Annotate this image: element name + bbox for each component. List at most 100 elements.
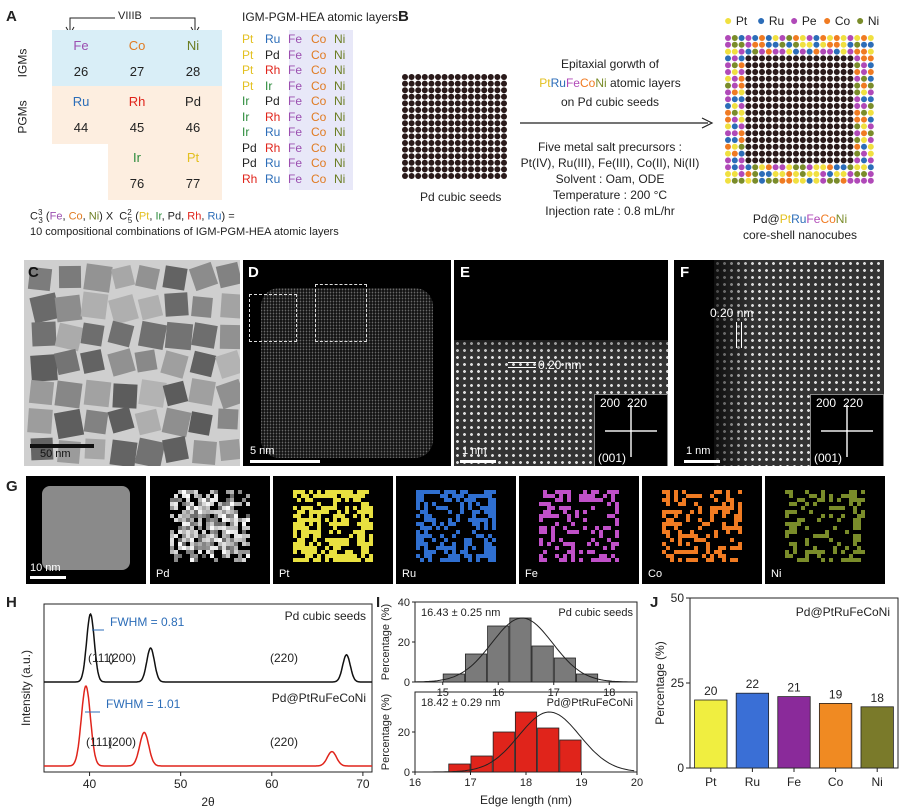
pd-atom	[481, 74, 488, 80]
shell-atom	[779, 177, 786, 184]
eds-pixel	[230, 490, 234, 494]
core-atom	[793, 96, 799, 103]
eds-pixel	[674, 510, 678, 514]
pd-atom	[402, 80, 408, 87]
eds-pixel	[611, 546, 615, 550]
eds-pixel	[341, 542, 345, 546]
pd-atom	[454, 166, 461, 173]
eds-pixel	[480, 554, 484, 558]
core-atom	[772, 150, 779, 157]
layers-bg-igm	[289, 30, 353, 190]
core-atom	[745, 55, 752, 62]
eds-pixel	[301, 534, 305, 538]
pd-atom	[421, 74, 428, 80]
eds-pixel	[857, 546, 861, 550]
eds-pixel	[853, 538, 857, 542]
eds-pixel	[432, 550, 436, 554]
eds-pixel	[837, 542, 841, 546]
eds-pixel	[785, 554, 789, 558]
eds-map-pd: Pd	[150, 476, 270, 584]
pd-atom	[474, 133, 481, 140]
bar-ru	[735, 692, 770, 769]
eds-pixel	[214, 538, 218, 542]
eds-pixel	[793, 550, 797, 554]
core-atom	[765, 137, 772, 143]
eds-pixel	[488, 498, 492, 502]
eds-pixel	[670, 554, 674, 558]
eds-pixel	[238, 550, 242, 554]
core-atom	[833, 96, 840, 103]
shell-atom	[786, 35, 793, 41]
panel-label-e: E	[460, 264, 471, 281]
pd-atom	[435, 120, 441, 127]
bar-value-label: 20	[704, 684, 718, 698]
shell-atom	[854, 48, 861, 55]
eds-pixel	[543, 502, 547, 506]
eds-pixel	[714, 498, 718, 502]
eds-pixel	[793, 546, 797, 550]
core-atom	[820, 69, 827, 75]
eds-pixel	[690, 494, 694, 498]
eds-pixel	[603, 526, 607, 530]
panel-label-h: H	[6, 594, 17, 611]
eds-pixel	[349, 494, 353, 498]
eds-pixel	[238, 558, 242, 562]
eds-pixel	[206, 522, 210, 526]
y-tick-label: 20	[398, 727, 410, 739]
eds-pixel	[575, 510, 579, 514]
eds-pixel	[841, 514, 845, 518]
eds-pixel	[214, 546, 218, 550]
core-atom	[793, 109, 799, 116]
shell-atom	[731, 96, 738, 103]
pd-atom	[415, 113, 422, 120]
x-tick-label: 19	[575, 777, 587, 789]
eds-pixel	[329, 550, 333, 554]
core-atom	[765, 157, 772, 164]
shell-atom	[833, 41, 840, 48]
pd-atom	[441, 173, 448, 179]
eds-pixel	[662, 510, 666, 514]
eds-pixel	[595, 526, 599, 530]
eds-pixel	[809, 494, 813, 498]
core-atom	[793, 62, 799, 69]
eds-pixel	[353, 498, 357, 502]
eds-pixel	[353, 514, 357, 518]
eds-pixel	[301, 518, 305, 522]
core-atom	[772, 89, 779, 96]
pd-atom	[501, 126, 507, 133]
eds-pixel	[178, 538, 182, 542]
eds-pixel	[301, 522, 305, 526]
eds-pixel	[210, 526, 214, 530]
core-atom	[833, 109, 840, 116]
eds-pixel	[238, 554, 242, 558]
eds-pixel	[559, 494, 563, 498]
layer-element: Fe	[288, 32, 303, 46]
eds-pixel	[726, 510, 730, 514]
pd-atom	[454, 87, 461, 94]
core-atom	[833, 55, 840, 62]
pd-atom	[501, 159, 507, 166]
eds-pixel	[853, 506, 857, 510]
eds-pixel	[785, 550, 789, 554]
pd-atom	[468, 100, 474, 107]
eds-pixel	[428, 518, 432, 522]
eds-pixel	[488, 490, 492, 494]
pd-atom	[408, 113, 415, 120]
fft-inset-e	[594, 394, 668, 466]
eds-pixel	[246, 534, 250, 538]
eds-pixel	[829, 494, 833, 498]
pd-atom	[461, 113, 468, 120]
eds-pixel	[186, 506, 190, 510]
pd-atom	[481, 159, 488, 166]
eds-pixel	[333, 542, 337, 546]
layer-row: Pt Pd Fe Co Ni	[242, 48, 357, 62]
core-atom	[827, 137, 833, 143]
eds-pixel	[448, 522, 452, 526]
shell-atom	[759, 177, 765, 184]
core-atom	[799, 143, 806, 150]
pd-atom	[428, 133, 435, 140]
eds-pixel	[182, 534, 186, 538]
eds-pixel	[678, 502, 682, 506]
eds-pixel	[710, 554, 714, 558]
eds-pixel	[226, 530, 230, 534]
